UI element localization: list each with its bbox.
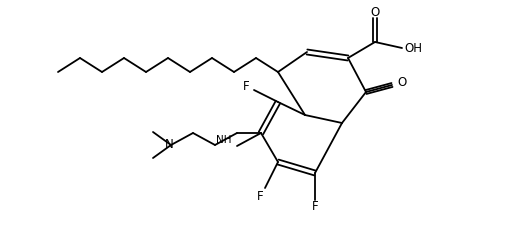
Text: NH: NH bbox=[216, 135, 231, 145]
Text: N: N bbox=[164, 139, 173, 152]
Text: O: O bbox=[370, 5, 379, 19]
Text: O: O bbox=[396, 75, 406, 89]
Text: F: F bbox=[242, 79, 249, 93]
Text: OH: OH bbox=[403, 41, 421, 55]
Text: F: F bbox=[256, 189, 263, 203]
Text: F: F bbox=[311, 200, 318, 213]
